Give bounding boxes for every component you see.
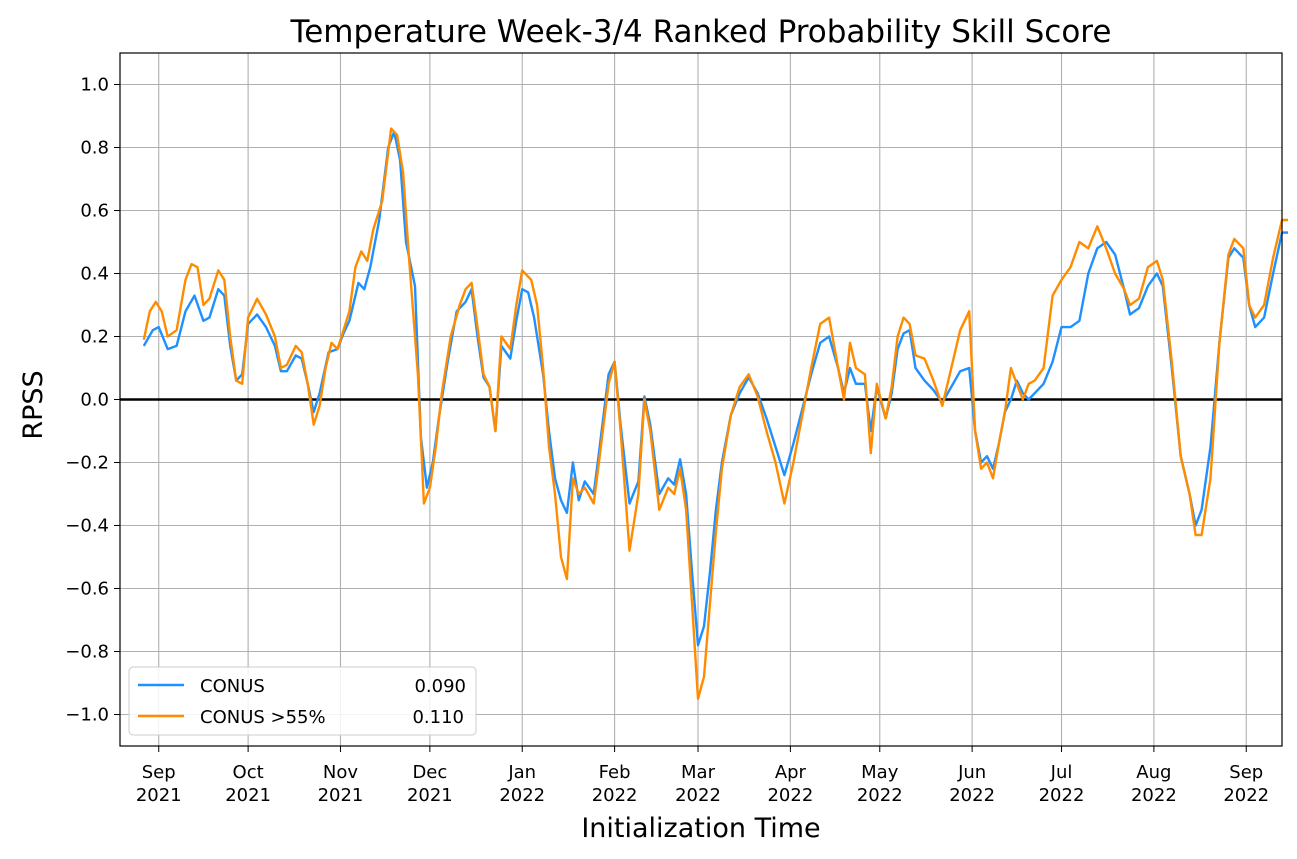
y-axis-label: RPSS [18, 370, 49, 439]
y-tick-label: 0.8 [80, 138, 109, 159]
x-tick-month: Jan [507, 762, 536, 783]
legend-value-conus55: 0.110 [412, 707, 464, 728]
x-tick-year: 2021 [318, 785, 364, 806]
x-tick-month: May [861, 762, 899, 783]
x-tick-year: 2022 [857, 785, 903, 806]
y-ticks: 1.0 0.8 0.6 0.4 0.2 0.0 −0.2 −0.4 −0.6 −0.8 −1.0 [65, 75, 120, 726]
legend-box [128, 666, 477, 736]
y-tick-label: −0.4 [65, 516, 109, 537]
x-axis-label: Initialization Time [581, 813, 820, 844]
series-line-conus55 [142, 127, 1288, 700]
x-tick-month: Mar [681, 762, 716, 783]
legend-value-conus: 0.090 [414, 676, 466, 697]
x-ticks: Sep2021Oct2021Nov2021Dec2021Jan2022Feb20… [136, 746, 1269, 806]
x-tick-month: Dec [412, 762, 447, 783]
x-tick-year: 2022 [1223, 785, 1269, 806]
y-tick-label: 0.0 [80, 390, 109, 411]
x-tick-year: 2022 [592, 785, 638, 806]
y-tick-label: −1.0 [65, 705, 109, 726]
legend-label-conus55: CONUS >55% [200, 707, 326, 728]
x-tick-month: Sep [142, 762, 176, 783]
x-tick-month: Jun [957, 762, 986, 783]
x-tick-month: Sep [1229, 762, 1263, 783]
x-tick-year: 2022 [767, 785, 813, 806]
x-tick-month: Apr [775, 762, 807, 783]
x-tick-year: 2022 [675, 785, 721, 806]
x-tick-month: Jul [1050, 762, 1073, 783]
y-tick-label: −0.2 [65, 453, 109, 474]
x-tick-month: Feb [599, 762, 631, 783]
legend: CONUS 0.090 CONUS >55% 0.110 [128, 666, 477, 736]
x-tick-year: 2022 [1131, 785, 1177, 806]
x-tick-month: Nov [323, 762, 358, 783]
chart-title: Temperature Week-3/4 Ranked Probability … [290, 14, 1112, 50]
y-tick-label: 0.4 [80, 264, 109, 285]
y-tick-label: 1.0 [80, 75, 109, 96]
y-tick-label: 0.2 [80, 327, 109, 348]
x-tick-year: 2022 [949, 785, 995, 806]
x-tick-year: 2022 [499, 785, 545, 806]
x-tick-year: 2021 [225, 785, 271, 806]
x-tick-year: 2021 [407, 785, 453, 806]
x-tick-month: Aug [1136, 762, 1171, 783]
x-tick-year: 2022 [1039, 785, 1085, 806]
x-tick-month: Oct [233, 762, 264, 783]
series-lines [120, 127, 1288, 700]
x-tick-year: 2021 [136, 785, 182, 806]
y-tick-label: −0.8 [65, 642, 109, 663]
y-tick-label: 0.6 [80, 201, 109, 222]
legend-label-conus: CONUS [200, 676, 265, 697]
y-tick-label: −0.6 [65, 579, 109, 600]
